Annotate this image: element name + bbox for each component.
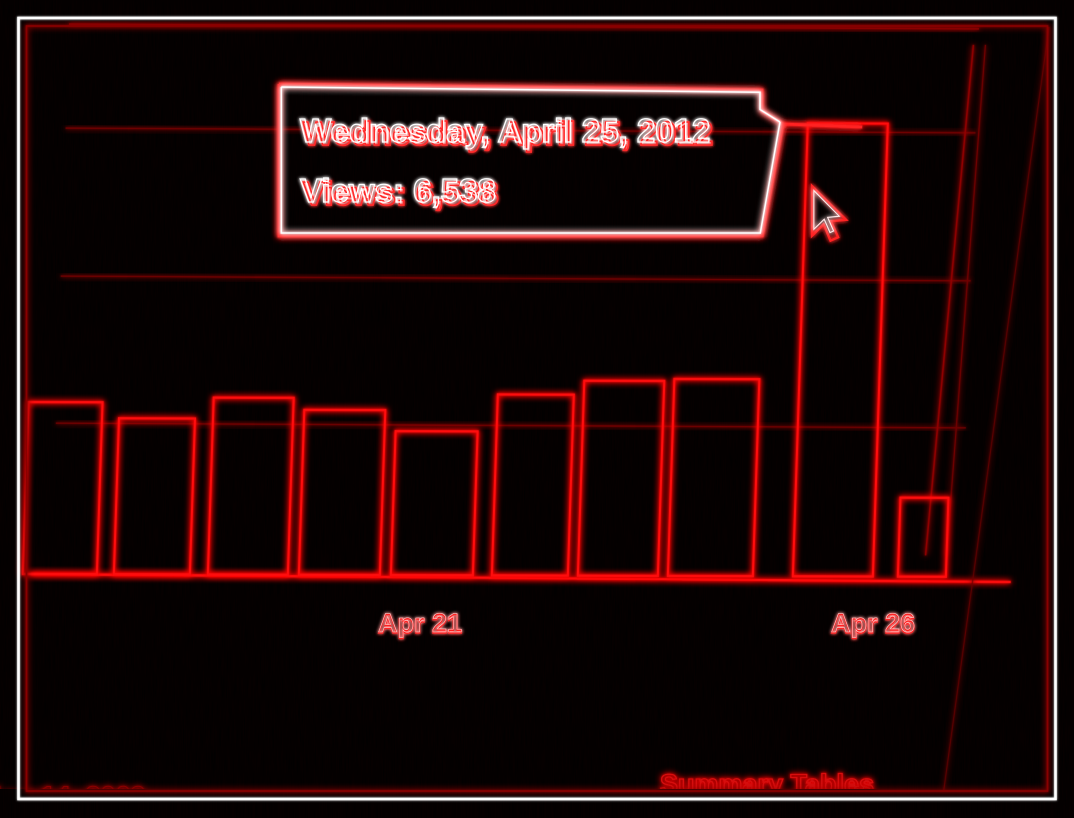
svg-text:Apr 21: Apr 21 <box>378 608 462 638</box>
svg-text:Views: 6,538: Views: 6,538 <box>300 172 496 209</box>
svg-text:Wednesday, April 25, 2012: Wednesday, April 25, 2012 <box>300 112 710 149</box>
svg-text:Apr 26: Apr 26 <box>831 608 915 638</box>
